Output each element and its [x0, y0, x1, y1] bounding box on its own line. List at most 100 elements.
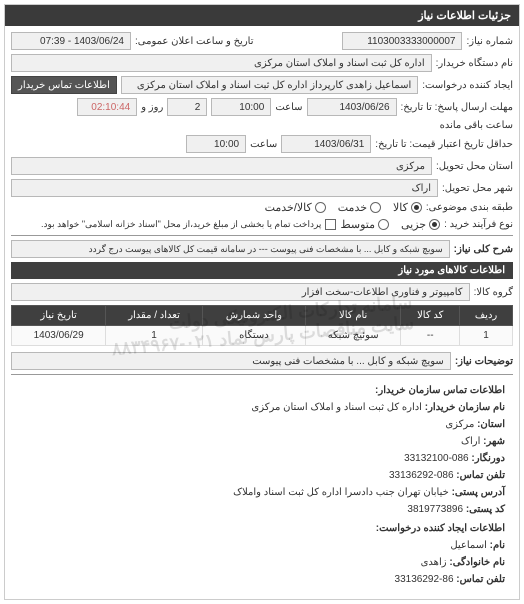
td-date: 1403/06/29 [12, 326, 106, 346]
radio-icon [378, 219, 389, 230]
th-row: ردیف [460, 306, 513, 326]
table-area: ردیف کد کالا نام کالا واحد شمارش تعداد /… [11, 305, 513, 346]
contact-section-title: اطلاعات تماس سازمان خریدار: [19, 383, 505, 399]
fax-label: دورنگار: [471, 453, 505, 464]
treasury-checkbox[interactable] [325, 219, 336, 230]
days-label: روز و [141, 102, 163, 113]
announce-label: تاریخ و ساعت اعلان عمومی: [135, 36, 254, 47]
info-fax: دورنگار: 086-33132100 [19, 451, 505, 467]
pt-small-label: جزیی [401, 218, 426, 231]
row-buyer-org: نام دستگاه خریدار: اداره کل ثبت اسناد و … [11, 54, 513, 72]
main-panel: جزئیات اطلاعات نیاز شماره نیاز: 11030033… [4, 4, 520, 600]
buyer-org-label: نام دستگاه خریدار: [436, 58, 513, 69]
validity-label: حداقل تاریخ اعتبار قیمت: تا تاریخ: [375, 139, 513, 150]
creator-value: اسماعیل زاهدی کارپرداز اداره کل ثبت اسنا… [121, 76, 418, 94]
th-name: نام کالا [306, 306, 401, 326]
pt-medium-label: متوسط [340, 218, 375, 231]
budget-label: طبقه بندی موضوعی: [426, 202, 513, 213]
radio-icon [315, 202, 326, 213]
deadline-label: مهلت ارسال پاسخ: تا تاریخ: [401, 102, 513, 113]
row-deliver-city: شهر محل تحویل: اراک [11, 179, 513, 197]
table-row: 1 -- سوئیچ شبکه دستگاه 1 1403/06/29 [12, 326, 513, 346]
validity-time: 10:00 [186, 135, 246, 153]
desc-value: سویچ شبکه و کابل ... با مشخصات فنی پیوست [11, 352, 451, 370]
creator-label: ایجاد کننده درخواست: [422, 80, 513, 91]
deliver-city-value: اراک [11, 179, 438, 197]
budget-both-label: کالا/خدمت [265, 201, 312, 214]
postal-value: 3819773896 [407, 504, 463, 515]
table-header-row: ردیف کد کالا نام کالا واحد شمارش تعداد /… [12, 306, 513, 326]
row-creator: ایجاد کننده درخواست: اسماعیل زاهدی کارپر… [11, 76, 513, 94]
row-deliver-province: استان محل تحویل: مرکزی [11, 157, 513, 175]
info-city: شهر: اراک [19, 434, 505, 450]
td-qty: 1 [106, 326, 203, 346]
name-value: اسماعیل [450, 540, 487, 551]
time-label-1: ساعت [275, 102, 302, 113]
deadline-date: 1403/06/26 [307, 98, 397, 116]
row-purchase-type: نوع فرآیند خرید : جزیی متوسط پرداخت تمام… [11, 218, 513, 231]
row-group: گروه کالا: کامپیوتر و فناوری اطلاعات-سخت… [11, 283, 513, 301]
info-org: نام سازمان خریدار: اداره کل ثبت اسناد و … [19, 400, 505, 416]
phone-label: تلفن تماس: [456, 470, 505, 481]
panel-body: شماره نیاز: 1103003333000007 تاریخ و ساع… [5, 26, 519, 599]
budget-both-option[interactable]: کالا/خدمت [265, 201, 326, 214]
td-unit: دستگاه [202, 326, 305, 346]
th-date: تاریخ نیاز [12, 306, 106, 326]
row-req-no: شماره نیاز: 1103003333000007 تاریخ و ساع… [11, 32, 513, 50]
days-count: 2 [167, 98, 207, 116]
org-value: اداره کل ثبت اسناد و املاک استان مرکزی [251, 402, 422, 413]
req-no-value: 1103003333000007 [342, 32, 462, 50]
info-lname: نام خانوادگی: زاهدی [19, 555, 505, 571]
budget-service-option[interactable]: خدمت [338, 201, 381, 214]
keyword-label: شرح کلی نیاز: [454, 244, 513, 255]
budget-goods-option[interactable]: کالا [393, 201, 422, 214]
purchase-type-group: جزیی متوسط [340, 218, 440, 231]
pt-medium-option[interactable]: متوسط [340, 218, 389, 231]
budget-service-label: خدمت [338, 201, 367, 214]
lname-value: زاهدی [421, 557, 447, 568]
deliver-province-value: مرکزی [11, 157, 432, 175]
time-label-2: ساعت [250, 139, 277, 150]
info-postal: کد پستی: 3819773896 [19, 502, 505, 518]
deadline-time: 10:00 [211, 98, 271, 116]
creator-section-title: اطلاعات ایجاد کننده درخواست: [19, 521, 505, 537]
contact-button[interactable]: اطلاعات تماس خریدار [11, 76, 117, 94]
info-name: نام: اسماعیل [19, 538, 505, 554]
td-name: سوئیچ شبکه [306, 326, 401, 346]
deliver-city-label: شهر محل تحویل: [442, 183, 513, 194]
deliver-province-label: استان محل تحویل: [436, 161, 513, 172]
row-desc: توضیحات نیاز: سویچ شبکه و کابل ... با مش… [11, 352, 513, 370]
contact-info-block: اطلاعات تماس سازمان خریدار: نام سازمان خ… [11, 379, 513, 593]
info-cphone: تلفن تماس: 86-33136292 [19, 572, 505, 588]
divider-2 [11, 374, 513, 375]
city-label: شهر: [483, 436, 505, 447]
th-code: کد کالا [401, 306, 460, 326]
panel-title: جزئیات اطلاعات نیاز [418, 10, 511, 22]
td-row: 1 [460, 326, 513, 346]
divider [11, 235, 513, 236]
province-value: مرکزی [445, 419, 474, 430]
th-unit: واحد شمارش [202, 306, 305, 326]
row-budget: طبقه بندی موضوعی: کالا خدمت کالا/خدمت [11, 201, 513, 214]
group-value: کامپیوتر و فناوری اطلاعات-سخت افزار [11, 283, 470, 301]
validity-date: 1403/06/31 [281, 135, 371, 153]
keyword-value: سویچ شبکه و کابل ... با مشخصات فنی پیوست… [11, 240, 450, 258]
goods-table: ردیف کد کالا نام کالا واحد شمارش تعداد /… [11, 305, 513, 346]
info-address: آدرس پستی: خیابان تهران جنب دادسرا اداره… [19, 485, 505, 501]
remaining-label: ساعت باقی مانده [440, 120, 513, 131]
budget-radio-group: کالا خدمت کالا/خدمت [265, 201, 422, 214]
pt-small-option[interactable]: جزیی [401, 218, 440, 231]
province-label: استان: [477, 419, 505, 430]
address-value: خیابان تهران جنب دادسرا اداره کل ثبت اسن… [233, 487, 449, 498]
name-label: نام: [490, 540, 505, 551]
th-qty: تعداد / مقدار [106, 306, 203, 326]
panel-header: جزئیات اطلاعات نیاز [5, 5, 519, 26]
announce-value: 1403/06/24 - 07:39 [11, 32, 131, 50]
purchase-type-label: نوع فرآیند خرید : [444, 219, 513, 230]
info-phone: تلفن تماس: 086-33136292 [19, 468, 505, 484]
row-deadline: مهلت ارسال پاسخ: تا تاریخ: 1403/06/26 سا… [11, 98, 513, 131]
row-keyword: شرح کلی نیاز: سویچ شبکه و کابل ... با مش… [11, 240, 513, 258]
radio-icon [370, 202, 381, 213]
row-validity: حداقل تاریخ اعتبار قیمت: تا تاریخ: 1403/… [11, 135, 513, 153]
req-no-label: شماره نیاز: [466, 36, 513, 47]
